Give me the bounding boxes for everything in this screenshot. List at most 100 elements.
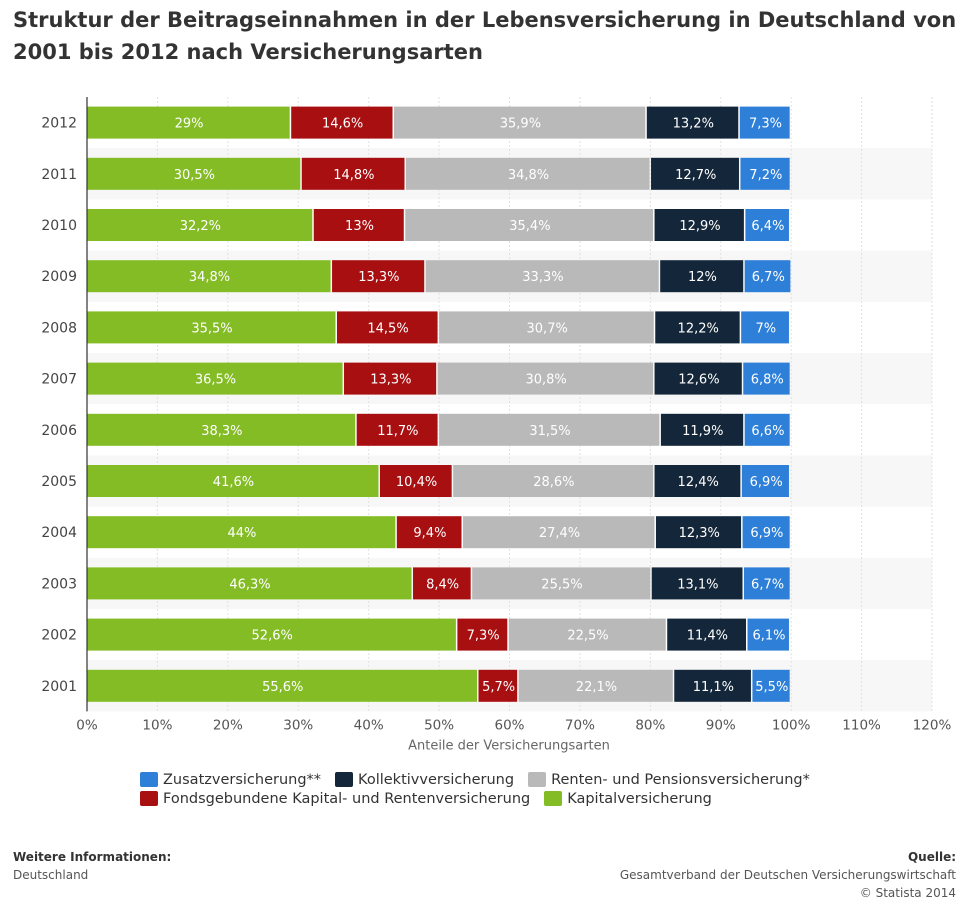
legend-item-kollektivversicherung[interactable]: Kollektivversicherung — [335, 772, 514, 788]
data-label: 38,3% — [201, 424, 242, 439]
bar-segment-2009-1[interactable] — [87, 260, 331, 293]
legend-item-rentenversicherung[interactable]: Renten- und Pensionsversicherung* — [528, 772, 810, 788]
legend-label: Kollektivversicherung — [358, 771, 515, 788]
bar-segment-2001-5[interactable] — [752, 669, 790, 702]
bar-segment-2008-1[interactable] — [87, 311, 336, 344]
y-tick-label: 2011 — [41, 167, 77, 183]
bar-segment-2007-1[interactable] — [87, 362, 343, 395]
bar-segment-2006-1[interactable] — [87, 413, 356, 446]
bar-segment-2012-2[interactable] — [291, 106, 393, 139]
bar-segment-2009-3[interactable] — [425, 260, 659, 293]
x-tick-label: 100% — [772, 717, 811, 733]
bar-segment-2007-4[interactable] — [654, 362, 742, 395]
bar-segment-2008-2[interactable] — [336, 311, 438, 344]
bar-segment-2001-4[interactable] — [674, 669, 751, 702]
bar-segment-2005-1[interactable] — [87, 465, 379, 497]
bar-segment-2006-4[interactable] — [660, 413, 744, 446]
bar-segment-2003-5[interactable] — [743, 567, 790, 600]
legend-row-1: Zusatzversicherung** Kollektivversicheru… — [140, 770, 840, 789]
bar-segment-2012-4[interactable] — [646, 106, 739, 139]
bar-segment-2005-4[interactable] — [654, 465, 741, 497]
data-label: 13,2% — [673, 117, 714, 132]
data-label: 5,5% — [755, 680, 788, 695]
bar-segment-2007-2[interactable] — [344, 362, 437, 395]
data-label: 7% — [756, 321, 777, 336]
bar-segment-2002-5[interactable] — [747, 618, 789, 651]
bar-segment-2007-3[interactable] — [437, 362, 654, 395]
bar-segment-2004-2[interactable] — [396, 516, 462, 549]
bar-segment-2012-1[interactable] — [87, 106, 290, 139]
bar-segment-2009-4[interactable] — [660, 260, 744, 293]
bar-segment-2001-3[interactable] — [518, 669, 673, 702]
bar-segment-2010-1[interactable] — [87, 209, 313, 241]
footer-source: Quelle: Gesamtverband der Deutschen Vers… — [620, 848, 956, 902]
bar-segment-2004-3[interactable] — [463, 516, 655, 549]
bar-segment-2008-4[interactable] — [655, 311, 740, 344]
bar-segment-2002-2[interactable] — [457, 618, 508, 651]
data-label: 6,8% — [751, 373, 784, 388]
bar-segment-2003-2[interactable] — [413, 567, 471, 600]
data-label: 55,6% — [262, 680, 303, 695]
bar-segment-2012-5[interactable] — [739, 106, 790, 139]
data-label: 44% — [227, 526, 256, 541]
bar-segment-2011-2[interactable] — [301, 157, 405, 190]
bar-segment-2011-3[interactable] — [405, 157, 650, 190]
legend-item-kapitalversicherung[interactable]: Kapitalversicherung — [544, 791, 712, 807]
bar-segment-2005-5[interactable] — [741, 465, 789, 497]
legend-item-fondsgebundene[interactable]: Fondsgebundene Kapital- und Rentenversic… — [140, 791, 530, 807]
data-label: 41,6% — [213, 475, 254, 490]
bar-segment-2011-5[interactable] — [740, 157, 790, 190]
y-tick-label: 2005 — [41, 474, 77, 490]
bar-segment-2002-4[interactable] — [667, 618, 747, 651]
x-tick-label: 80% — [635, 717, 665, 733]
bar-segment-2002-1[interactable] — [87, 618, 456, 651]
data-label: 6,9% — [750, 526, 783, 541]
bar-segment-2006-3[interactable] — [439, 413, 660, 446]
data-label: 30,5% — [174, 168, 215, 183]
data-label: 13,3% — [358, 270, 399, 285]
data-label: 6,1% — [752, 629, 785, 644]
bar-segment-2008-5[interactable] — [741, 311, 789, 344]
bar-segment-2005-3[interactable] — [453, 465, 654, 497]
bar-segment-2008-3[interactable] — [439, 311, 654, 344]
y-tick-label: 2002 — [41, 628, 77, 644]
data-label: 6,4% — [751, 219, 784, 234]
legend: Zusatzversicherung** Kollektivversicheru… — [140, 770, 840, 808]
bar-segment-2006-5[interactable] — [744, 413, 790, 446]
data-label: 28,6% — [533, 475, 574, 490]
bar-segment-2011-1[interactable] — [87, 157, 301, 190]
bar-segment-2009-2[interactable] — [332, 260, 425, 293]
bar-segment-2003-1[interactable] — [87, 567, 412, 600]
bar-segment-2004-4[interactable] — [655, 516, 742, 549]
data-label: 7,3% — [467, 629, 500, 644]
bar-segment-2012-3[interactable] — [394, 106, 646, 139]
bar-segment-2010-5[interactable] — [745, 209, 789, 241]
x-tick-label: 120% — [913, 717, 952, 733]
bar-segment-2010-2[interactable] — [313, 209, 404, 241]
bar-segment-2002-3[interactable] — [508, 618, 666, 651]
data-label: 7,2% — [749, 168, 782, 183]
data-label: 11,9% — [682, 424, 723, 439]
bar-segment-2009-5[interactable] — [744, 260, 791, 293]
bar-segment-2001-1[interactable] — [87, 669, 478, 702]
data-label: 10,4% — [396, 475, 437, 490]
legend-item-zusatzversicherung[interactable]: Zusatzversicherung** — [140, 772, 321, 788]
bar-segment-2011-4[interactable] — [651, 157, 739, 190]
bar-segment-2010-4[interactable] — [654, 209, 744, 241]
legend-label: Fondsgebundene Kapital- und Rentenversic… — [163, 790, 531, 807]
bar-segment-2010-3[interactable] — [405, 209, 654, 241]
x-tick-label: 70% — [565, 717, 595, 733]
x-tick-label: 20% — [213, 717, 243, 733]
bar-segment-2006-2[interactable] — [356, 413, 438, 446]
bar-segment-2007-5[interactable] — [743, 362, 790, 395]
bar-segment-2003-3[interactable] — [472, 567, 651, 600]
data-label: 14,6% — [322, 117, 363, 132]
bar-segment-2004-1[interactable] — [87, 516, 396, 549]
data-label: 35,5% — [191, 321, 232, 336]
bar-segment-2001-2[interactable] — [478, 669, 518, 702]
bar-segment-2005-2[interactable] — [379, 465, 452, 497]
legend-swatch — [335, 772, 354, 787]
data-label: 14,5% — [367, 321, 408, 336]
bar-segment-2004-5[interactable] — [742, 516, 790, 549]
bar-segment-2003-4[interactable] — [651, 567, 743, 600]
